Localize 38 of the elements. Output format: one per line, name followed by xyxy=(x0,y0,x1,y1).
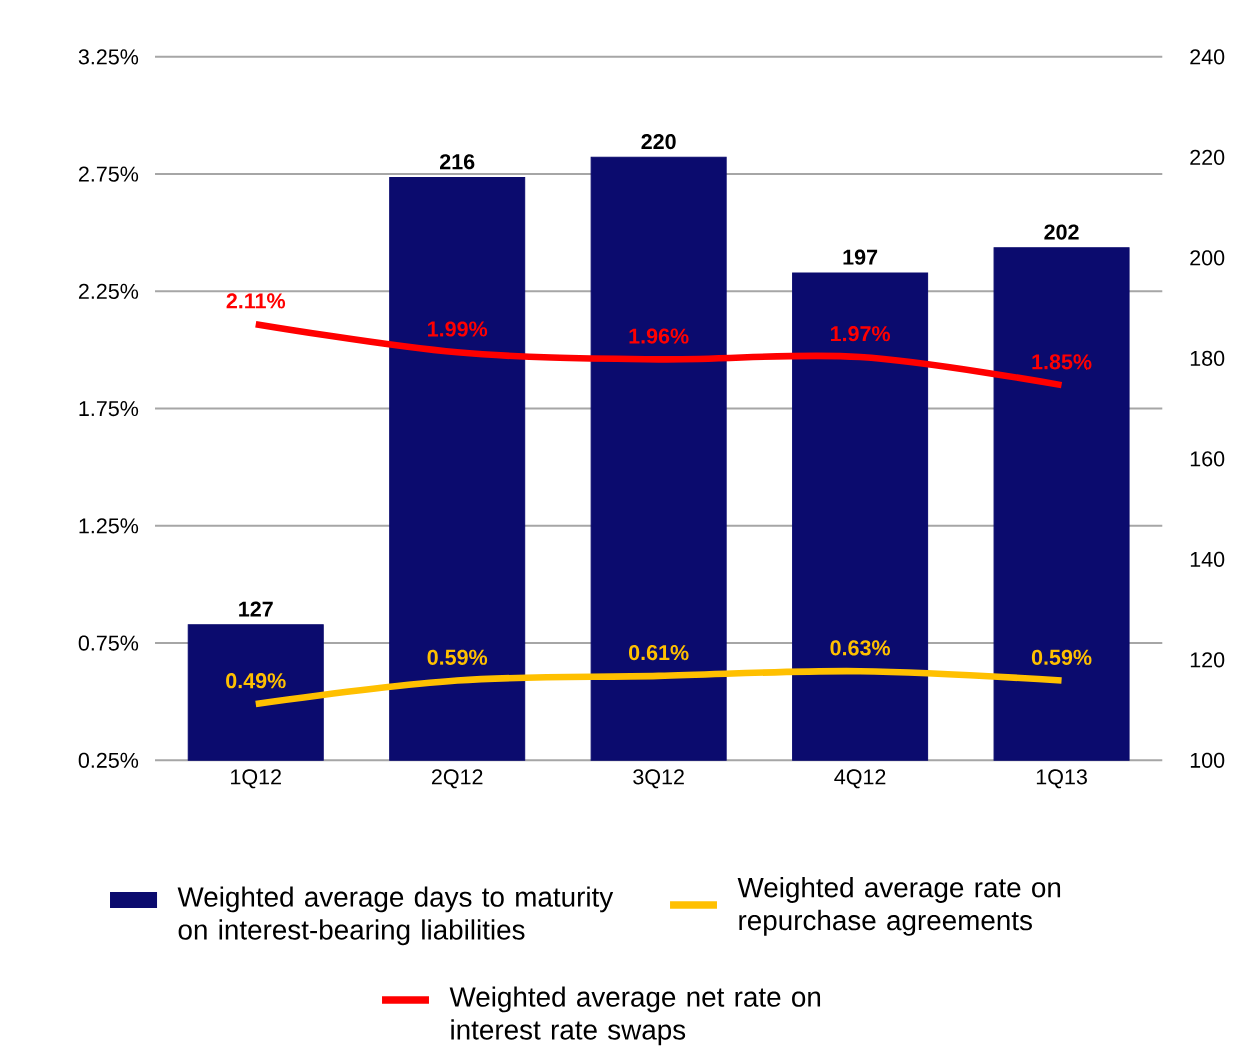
y2-tick-label: 120 xyxy=(1190,652,1225,668)
data-label: 1.99% xyxy=(428,321,488,337)
data-label: 0.49% xyxy=(226,673,286,689)
y2-tick-label: 220 xyxy=(1190,149,1225,165)
legend-label: Weighted average days to maturity on interest-bearing liabilities xyxy=(177,886,614,946)
y-tick-label: 0.75% xyxy=(78,635,139,651)
data-label: 0.59% xyxy=(427,649,488,665)
x-tick-label: 3Q12 xyxy=(633,769,684,789)
y2-tick-label: 240 xyxy=(1190,49,1225,65)
x-tick-label: 1Q12 xyxy=(231,769,281,789)
y2-tick-label: 100 xyxy=(1190,752,1225,768)
y-tick-label: 0.25% xyxy=(78,752,139,768)
y-tick-label: 2.75% xyxy=(78,166,139,182)
x-tick-label: 2Q12 xyxy=(431,769,483,789)
y2-tick-label: 160 xyxy=(1190,451,1225,467)
data-label: 0.63% xyxy=(830,640,891,656)
data-label: 127 xyxy=(239,601,273,617)
data-label: 220 xyxy=(641,133,676,150)
y2-tick-label: 180 xyxy=(1190,350,1225,366)
data-label: 1.96% xyxy=(629,328,689,344)
data-label: 2.11% xyxy=(226,293,286,309)
data-label: 0.59% xyxy=(1031,649,1092,665)
data-label: 0.61% xyxy=(628,644,689,661)
y-tick-label: 3.25% xyxy=(78,49,139,65)
y2-tick-label: 200 xyxy=(1190,250,1225,266)
data-label: 216 xyxy=(440,154,475,170)
x-tick-label: 4Q12 xyxy=(834,769,886,789)
y-tick-label: 1.25% xyxy=(79,518,139,534)
data-label: 1.97% xyxy=(830,326,891,342)
legend-label: Weighted average net rate on interest rate swaps xyxy=(449,986,821,1046)
x-tick-label: 1Q13 xyxy=(1036,769,1087,789)
data-label: 197 xyxy=(843,249,878,265)
y-tick-label: 2.25% xyxy=(78,283,139,299)
data-label: 1.85% xyxy=(1032,354,1092,370)
y2-tick-label: 140 xyxy=(1190,551,1225,567)
data-label: 202 xyxy=(1044,224,1079,240)
legend-label: Weighted average rate on repurchase agreements xyxy=(737,876,1061,936)
y-tick-label: 1.75% xyxy=(79,400,139,417)
